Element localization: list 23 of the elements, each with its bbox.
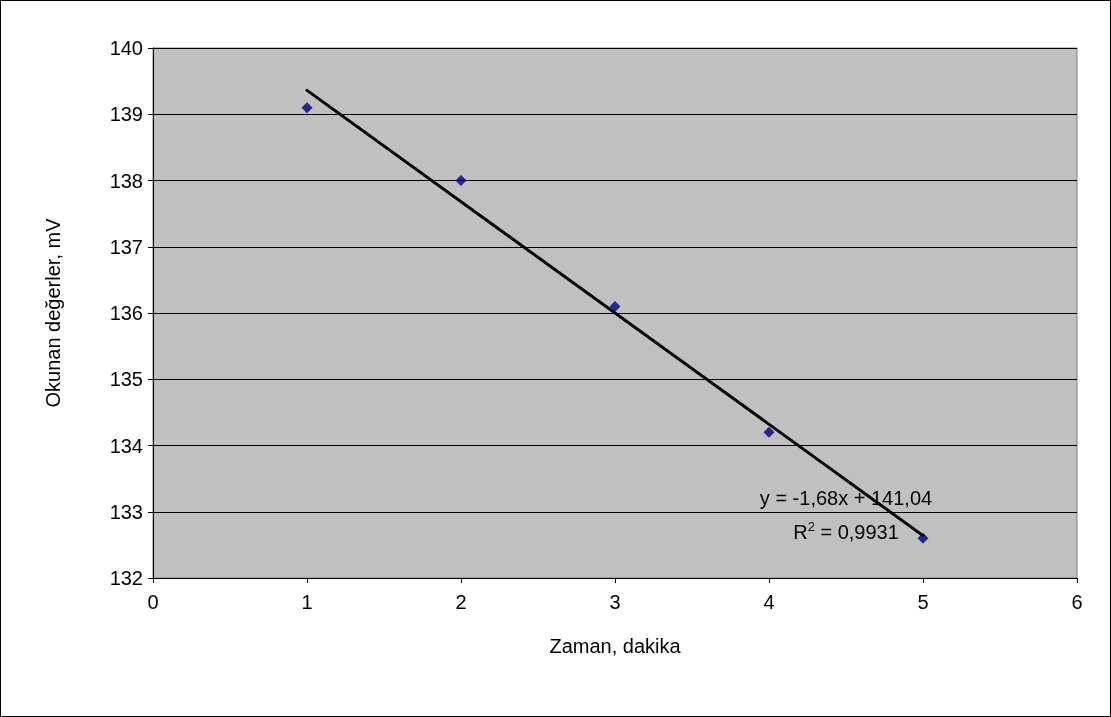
y-tick-label: 135 <box>109 368 143 391</box>
y-axis-title: Okunan değerler, mV <box>42 217 64 408</box>
y-tick-label: 139 <box>109 103 143 126</box>
point <box>609 300 621 312</box>
x-tick-label: 4 <box>763 591 775 613</box>
x-tick-label: 1 <box>301 591 313 613</box>
y-tick-label: 133 <box>109 500 143 523</box>
x-tick-label: 2 <box>455 591 467 613</box>
y-tick-label: 136 <box>109 302 143 324</box>
point <box>763 426 775 438</box>
x-axis-title: Zaman, dakika <box>549 635 682 657</box>
y-tick-label: 134 <box>109 434 143 457</box>
y-tick-label: 140 <box>109 37 143 59</box>
x-tick-label: 0 <box>147 591 159 613</box>
y-tick-label: 132 <box>109 567 143 589</box>
x-tick-label: 5 <box>917 591 929 613</box>
y-tick-label: 138 <box>109 169 143 192</box>
annotation: y = -1,68x + 141,04 <box>759 486 933 509</box>
x-tick-label: 6 <box>1071 591 1083 613</box>
x-tick-label: 3 <box>609 591 621 613</box>
y-tick-label: 137 <box>109 235 143 258</box>
point <box>455 175 467 186</box>
point <box>301 102 313 114</box>
